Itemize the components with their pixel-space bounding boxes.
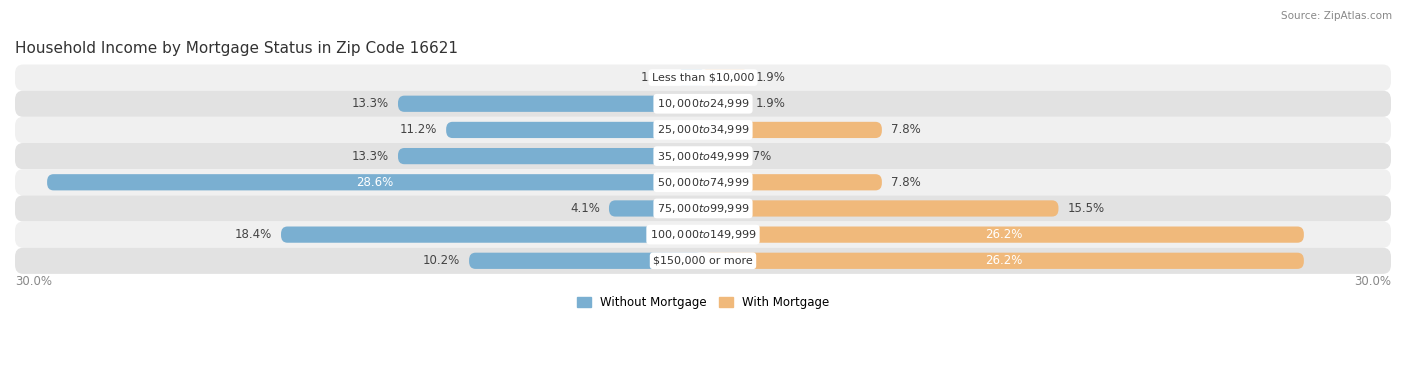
FancyBboxPatch shape xyxy=(703,200,1059,216)
Text: 1.9%: 1.9% xyxy=(756,71,786,84)
Text: 15.5%: 15.5% xyxy=(1067,202,1105,215)
Text: Less than $10,000: Less than $10,000 xyxy=(652,73,754,83)
FancyBboxPatch shape xyxy=(609,200,703,216)
Text: 7.8%: 7.8% xyxy=(891,123,921,136)
Text: $10,000 to $24,999: $10,000 to $24,999 xyxy=(657,97,749,110)
Text: $75,000 to $99,999: $75,000 to $99,999 xyxy=(657,202,749,215)
Text: 13.3%: 13.3% xyxy=(352,97,389,110)
FancyBboxPatch shape xyxy=(703,122,882,138)
FancyBboxPatch shape xyxy=(48,174,703,190)
FancyBboxPatch shape xyxy=(681,69,703,86)
FancyBboxPatch shape xyxy=(703,96,747,112)
FancyBboxPatch shape xyxy=(703,174,882,190)
Text: $25,000 to $34,999: $25,000 to $34,999 xyxy=(657,123,749,136)
FancyBboxPatch shape xyxy=(281,227,703,243)
Text: 4.1%: 4.1% xyxy=(569,202,600,215)
Text: 7.8%: 7.8% xyxy=(891,176,921,189)
Text: $50,000 to $74,999: $50,000 to $74,999 xyxy=(657,176,749,189)
Text: 26.2%: 26.2% xyxy=(984,228,1022,241)
FancyBboxPatch shape xyxy=(15,91,1391,117)
FancyBboxPatch shape xyxy=(703,253,1303,269)
FancyBboxPatch shape xyxy=(15,117,1391,143)
Text: 11.2%: 11.2% xyxy=(399,123,437,136)
FancyBboxPatch shape xyxy=(15,64,1391,91)
Text: $35,000 to $49,999: $35,000 to $49,999 xyxy=(657,150,749,162)
FancyBboxPatch shape xyxy=(15,248,1391,274)
Text: Source: ZipAtlas.com: Source: ZipAtlas.com xyxy=(1281,11,1392,21)
Text: 0.97%: 0.97% xyxy=(734,150,772,162)
FancyBboxPatch shape xyxy=(15,222,1391,248)
FancyBboxPatch shape xyxy=(703,69,747,86)
Text: Household Income by Mortgage Status in Zip Code 16621: Household Income by Mortgage Status in Z… xyxy=(15,41,458,57)
FancyBboxPatch shape xyxy=(15,195,1391,222)
FancyBboxPatch shape xyxy=(703,148,725,164)
FancyBboxPatch shape xyxy=(446,122,703,138)
Text: 26.2%: 26.2% xyxy=(984,254,1022,267)
Text: 1.9%: 1.9% xyxy=(756,97,786,110)
Text: 30.0%: 30.0% xyxy=(1354,275,1391,288)
Text: 13.3%: 13.3% xyxy=(352,150,389,162)
Text: $100,000 to $149,999: $100,000 to $149,999 xyxy=(650,228,756,241)
FancyBboxPatch shape xyxy=(398,96,703,112)
Text: 1.0%: 1.0% xyxy=(641,71,671,84)
Text: $150,000 or more: $150,000 or more xyxy=(654,256,752,266)
Text: 28.6%: 28.6% xyxy=(357,176,394,189)
FancyBboxPatch shape xyxy=(470,253,703,269)
FancyBboxPatch shape xyxy=(15,143,1391,169)
FancyBboxPatch shape xyxy=(703,227,1303,243)
Legend: Without Mortgage, With Mortgage: Without Mortgage, With Mortgage xyxy=(572,291,834,314)
Text: 30.0%: 30.0% xyxy=(15,275,52,288)
Text: 18.4%: 18.4% xyxy=(235,228,271,241)
FancyBboxPatch shape xyxy=(15,169,1391,195)
FancyBboxPatch shape xyxy=(398,148,703,164)
Text: 10.2%: 10.2% xyxy=(423,254,460,267)
